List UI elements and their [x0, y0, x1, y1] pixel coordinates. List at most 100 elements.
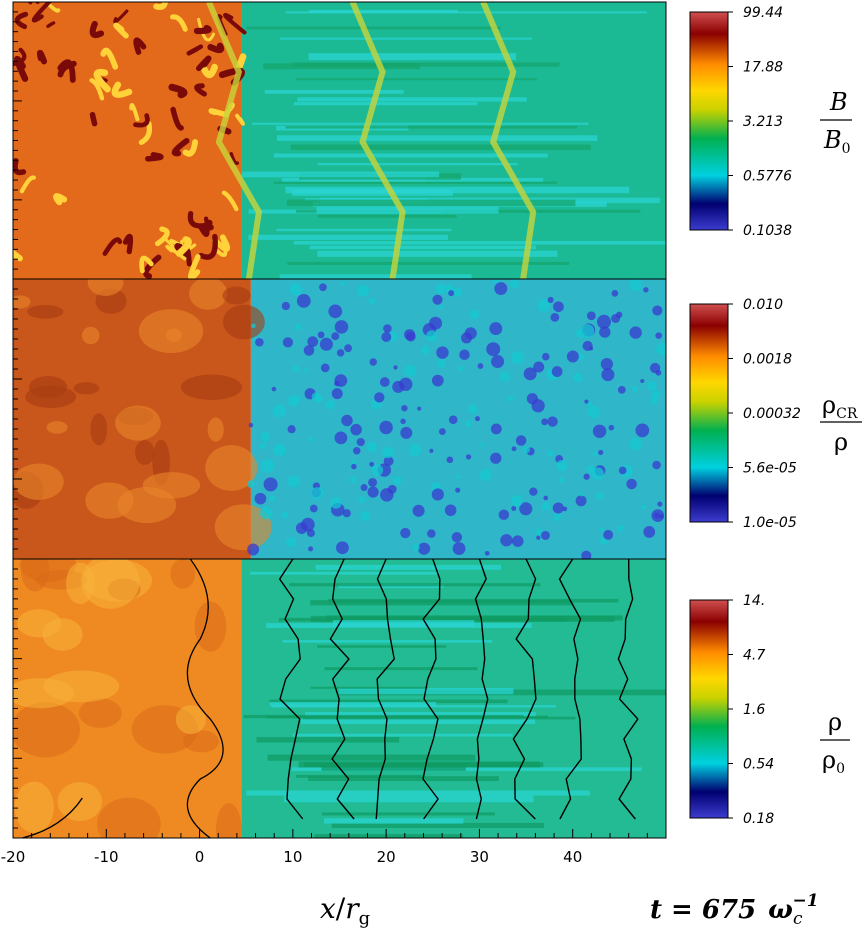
density-speckle — [626, 478, 637, 490]
colorbar-tick-label: 0.0018 — [743, 352, 792, 368]
density-speckle — [381, 332, 392, 342]
density-streak — [315, 564, 502, 570]
field-streak — [316, 206, 499, 214]
density-blob — [13, 702, 80, 758]
field-streak — [285, 11, 647, 14]
field-streak — [285, 126, 578, 129]
density-speckle — [523, 367, 537, 381]
density-blob — [189, 279, 228, 310]
density-speckle — [511, 505, 517, 511]
density-speckle — [596, 314, 611, 329]
density-speckle — [655, 332, 662, 339]
field-streak — [293, 241, 666, 245]
density-blob — [87, 279, 124, 296]
density-speckle — [511, 535, 524, 547]
density-speckle — [547, 416, 558, 427]
density-speckle — [417, 542, 431, 555]
panel-magnetic-field — [13, 2, 666, 279]
density-speckle — [255, 337, 264, 347]
density-speckle — [480, 443, 485, 448]
density-speckle — [311, 392, 321, 402]
density-blob — [223, 304, 265, 340]
field-streak — [248, 234, 448, 240]
density-speckle — [536, 535, 541, 540]
density-speckle — [317, 331, 325, 339]
field-filament — [201, 219, 214, 231]
density-speckle — [468, 404, 478, 414]
density-speckle — [507, 395, 514, 402]
density-streak — [267, 754, 476, 761]
density-speckle — [581, 550, 592, 559]
density-speckle — [325, 399, 336, 410]
density-speckle — [393, 365, 398, 370]
label-magnetic-field: B B0 — [820, 88, 852, 157]
field-streak — [279, 274, 472, 279]
field-line — [422, 559, 441, 820]
wave-front — [349, 2, 406, 279]
density-speckle — [294, 323, 302, 331]
field-filament — [19, 175, 37, 194]
field-filament — [102, 237, 123, 256]
density-blob — [17, 609, 62, 638]
density-speckle — [526, 393, 538, 405]
field-filament — [13, 158, 27, 176]
colorbar-tick-label: 4.7 — [743, 648, 765, 664]
density-speckle — [368, 477, 378, 487]
density-speckle — [401, 404, 408, 412]
density-streak — [289, 583, 541, 587]
label-numerator: ρCR — [822, 391, 858, 422]
density-speckle — [591, 467, 604, 480]
density-streak — [269, 702, 437, 707]
field-filament — [57, 59, 76, 83]
density-blob — [46, 420, 68, 434]
density-speckle — [566, 350, 579, 363]
density-speckle — [311, 487, 324, 500]
field-filament — [138, 120, 153, 145]
density-texture — [13, 559, 666, 838]
colorbar-gradient — [689, 303, 729, 523]
density-blob — [78, 698, 122, 728]
label-cosmic-ray-density: ρCR ρ — [820, 391, 862, 456]
density-speckle — [369, 461, 375, 467]
density-speckle — [484, 550, 490, 556]
field-line — [329, 559, 355, 820]
density-speckle — [592, 424, 607, 439]
colorbar-tick-label: 99.44 — [743, 5, 783, 21]
field-line — [375, 559, 395, 820]
density-speckle — [351, 463, 357, 470]
density-speckle — [580, 324, 595, 338]
density-speckle — [490, 452, 502, 464]
density-speckle — [448, 415, 458, 425]
density-streak — [282, 640, 493, 643]
density-speckle — [342, 509, 351, 518]
density-speckle — [649, 362, 661, 374]
density-speckle — [652, 305, 663, 316]
density-speckle — [553, 513, 561, 522]
density-speckle — [336, 541, 349, 555]
density-speckle — [618, 466, 627, 475]
density-speckle — [269, 495, 276, 502]
density-speckle — [286, 537, 297, 548]
field-filament — [221, 190, 239, 212]
field-filament — [194, 83, 207, 97]
density-speckle — [334, 374, 348, 387]
field-streak — [317, 250, 558, 257]
density-streak — [250, 571, 440, 575]
density-speckle — [629, 437, 643, 451]
density-speckle — [608, 424, 615, 431]
density-blob — [28, 375, 68, 398]
density-speckle — [489, 322, 503, 335]
density-speckle — [271, 386, 277, 392]
field-filament — [113, 22, 129, 39]
density-speckle — [652, 460, 661, 470]
density-speckle — [349, 476, 357, 484]
density-blob — [13, 463, 64, 501]
field-line — [474, 559, 489, 820]
field-streak — [242, 171, 440, 178]
density-blob — [135, 440, 155, 465]
density-speckle — [259, 506, 273, 520]
density-speckle — [628, 279, 642, 292]
label-numerator: ρ — [828, 708, 842, 736]
density-speckle — [540, 530, 550, 540]
field-filament — [197, 17, 216, 42]
